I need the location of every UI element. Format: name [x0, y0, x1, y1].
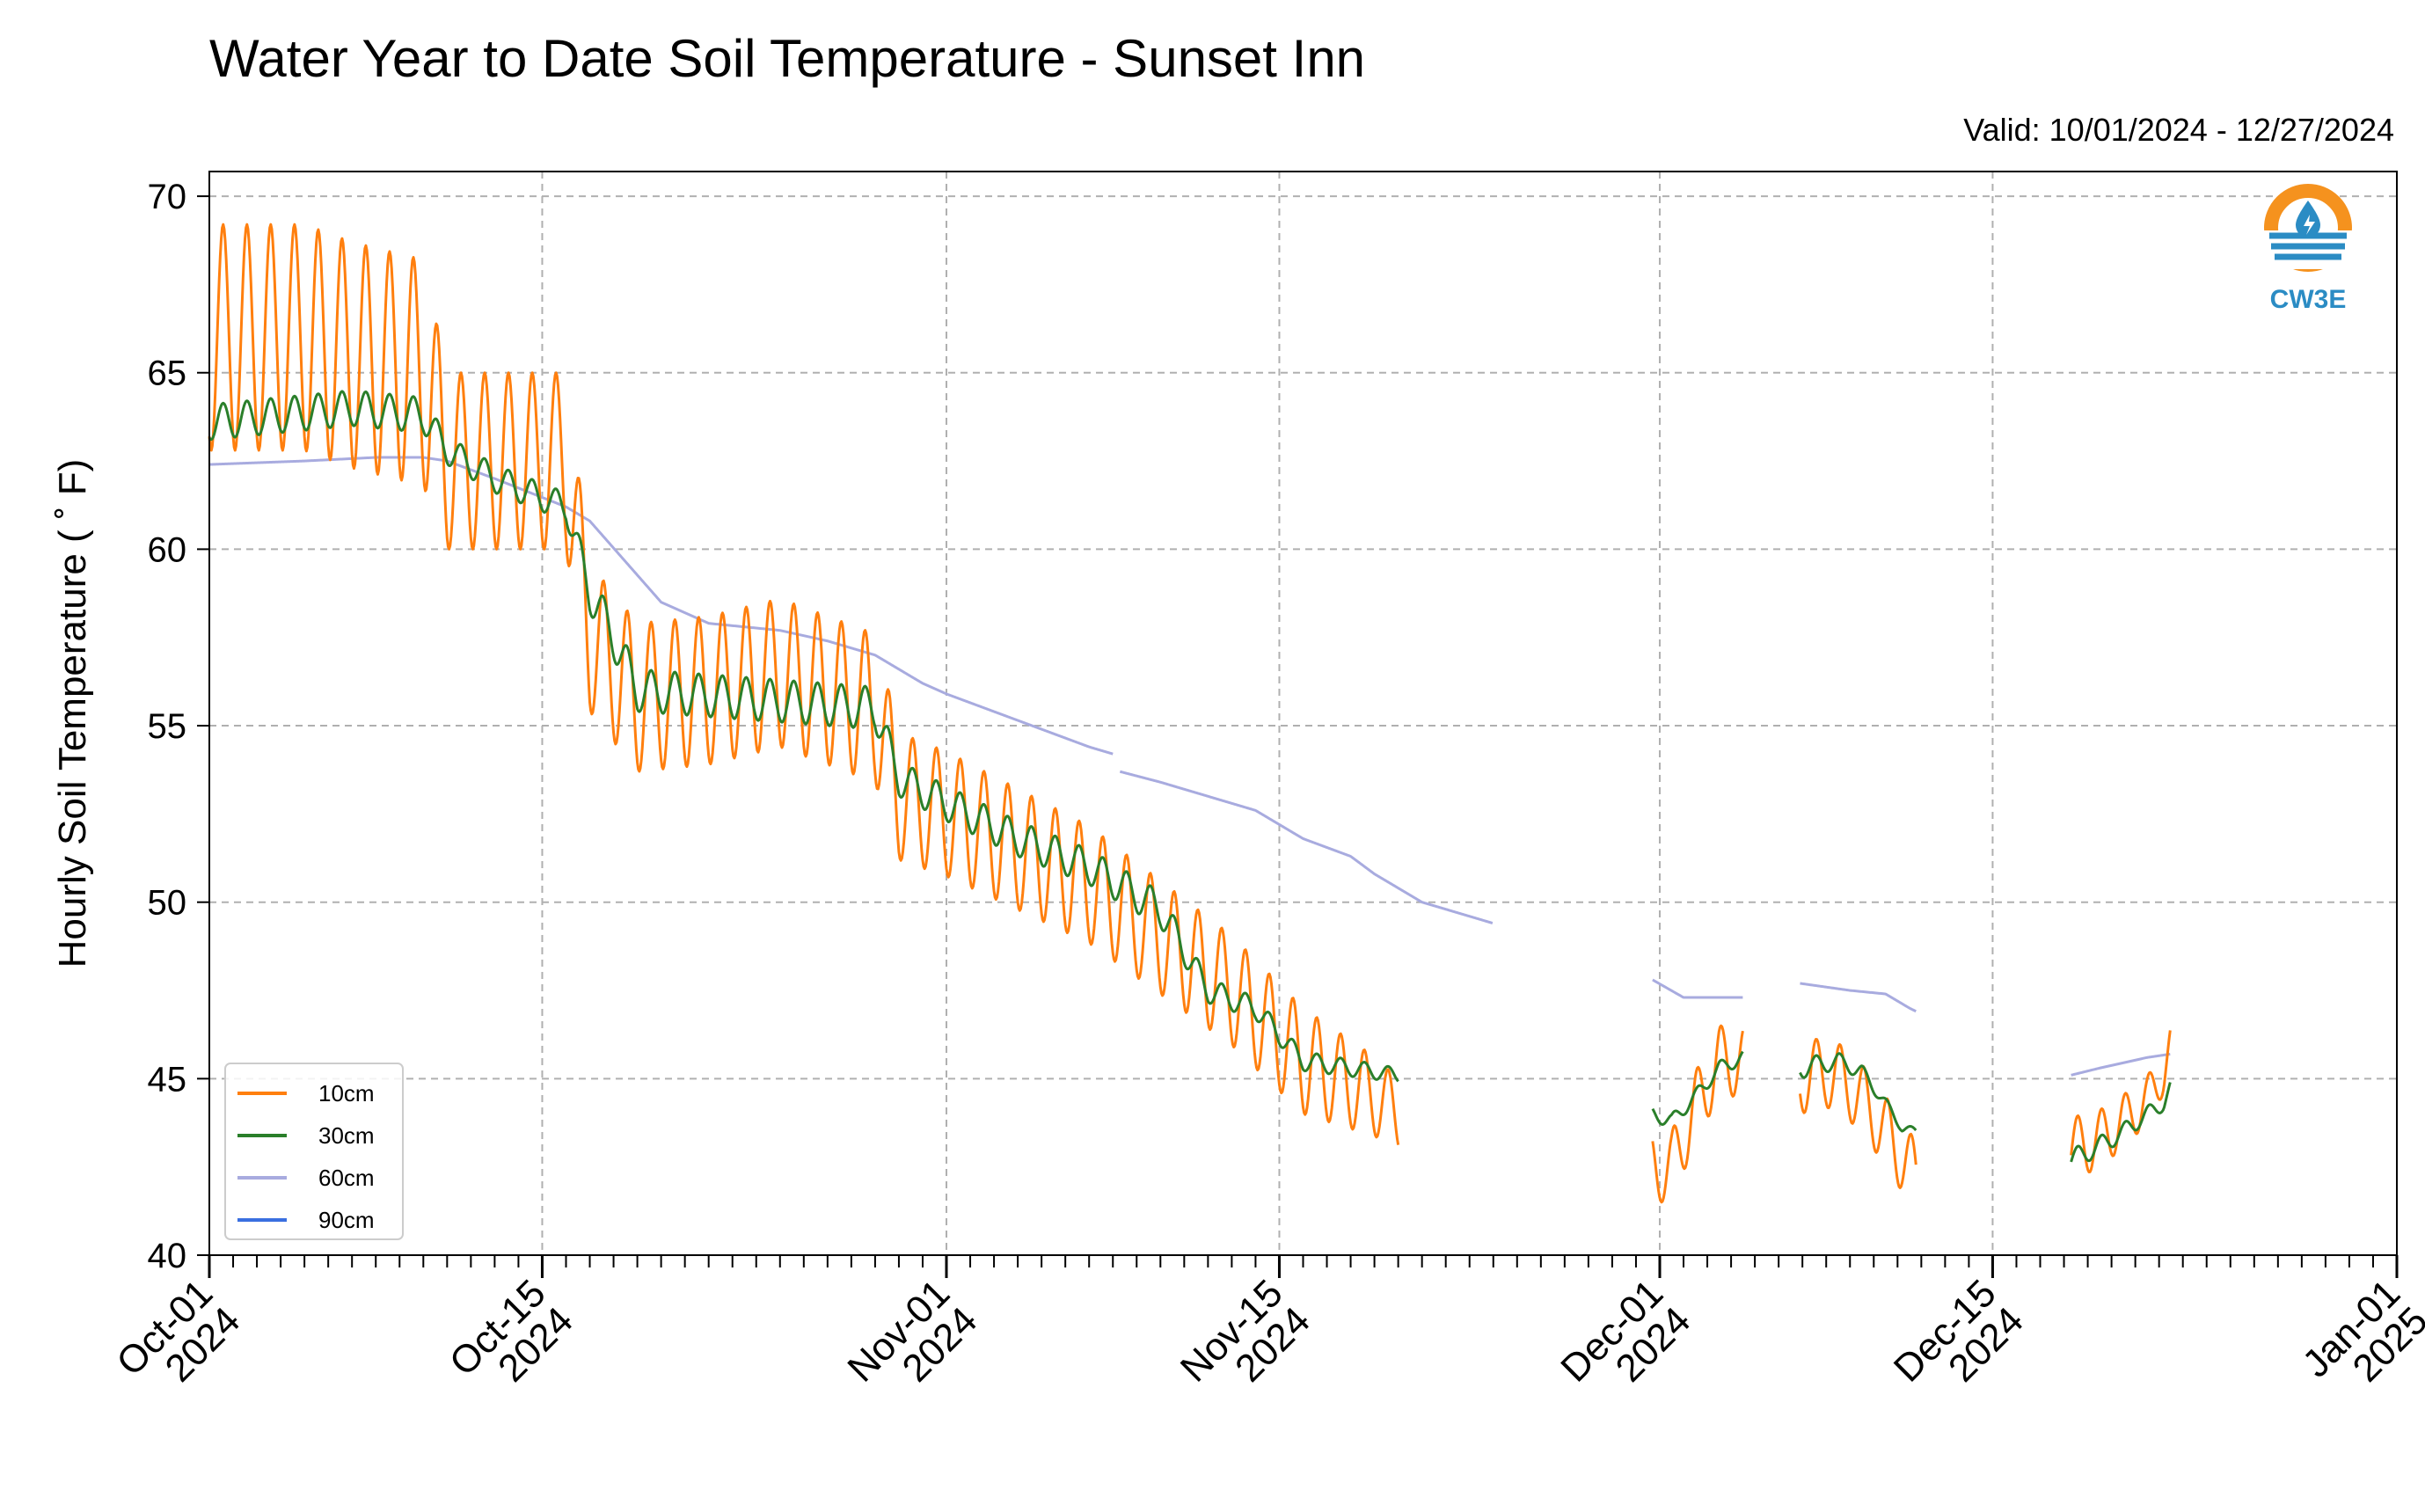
y-tick-label: 55: [148, 707, 187, 746]
series-line-10cm: [208, 223, 1400, 1145]
series-layer: [208, 223, 2172, 1204]
y-tick-label: 60: [148, 530, 187, 569]
y-axis-label: Hourly Soil Temperature ( ˚ F): [51, 459, 94, 968]
series-line-30cm: [1651, 1050, 1744, 1126]
y-tick-label: 45: [148, 1060, 187, 1099]
series-line-60cm: [1119, 770, 1494, 924]
legend-label-10cm: 10cm: [318, 1080, 375, 1107]
series-line-10cm: [2070, 1030, 2172, 1173]
y-tick-label: 70: [148, 178, 187, 216]
logo-text: CW3E: [2270, 285, 2347, 314]
series-line-30cm: [208, 390, 1399, 1083]
series-line-10cm: [1651, 1024, 1744, 1204]
series-line-60cm: [208, 456, 1114, 756]
legend-label-30cm: 30cm: [318, 1122, 375, 1149]
grid: [208, 172, 2398, 1255]
legend-label-90cm: 90cm: [318, 1207, 375, 1233]
series-line-60cm: [1800, 982, 1917, 1013]
valid-range: Valid: 10/01/2024 - 12/27/2024: [1963, 112, 2394, 148]
cw3e-logo: CW3E: [2262, 184, 2354, 314]
y-tick-label: 65: [148, 354, 187, 393]
y-tick-label: 50: [148, 884, 187, 923]
series-line-30cm: [1799, 1052, 1917, 1133]
legend: 10cm 30cm 60cm 90cm: [224, 1063, 404, 1240]
plot-frame: [208, 171, 2398, 1256]
legend-label-60cm: 60cm: [318, 1165, 375, 1191]
series-line-60cm: [2071, 1052, 2171, 1077]
series-line-60cm: [1652, 978, 1743, 999]
y-tick-label: 40: [148, 1237, 187, 1275]
chart-title: Water Year to Date Soil Temperature - Su…: [209, 29, 1365, 88]
series-line-30cm: [2070, 1082, 2172, 1163]
series-line-10cm: [1798, 1037, 1917, 1189]
legend-box: [224, 1063, 404, 1240]
